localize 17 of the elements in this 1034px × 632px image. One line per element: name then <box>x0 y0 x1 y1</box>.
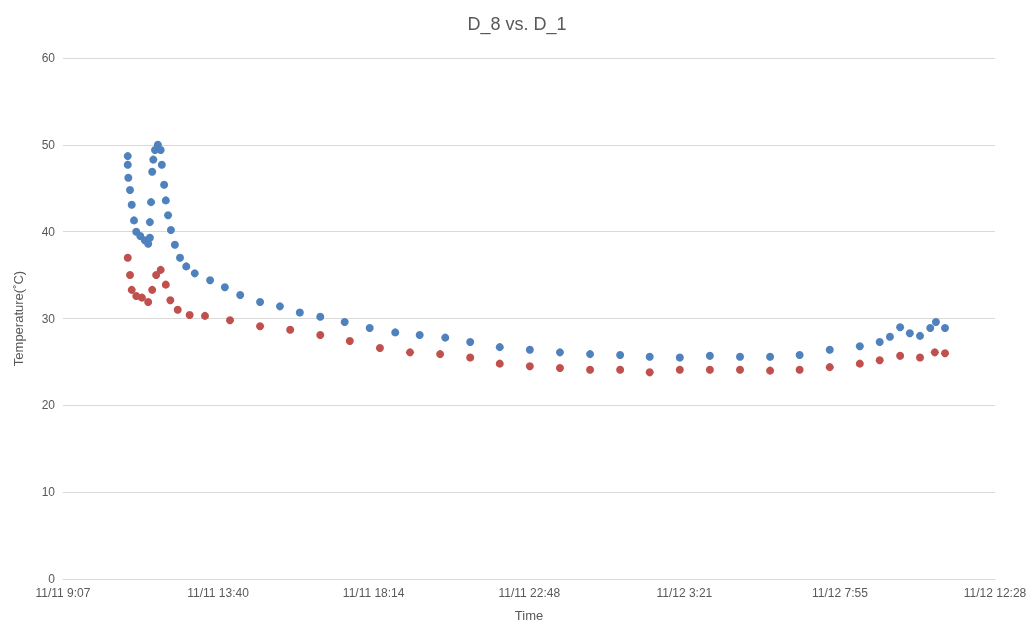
y-tick-label: 40 <box>41 224 56 239</box>
x-tick-label: 11/12 3:21 <box>656 586 713 600</box>
x-tick-label: 11/11 22:48 <box>498 586 561 600</box>
y-tick-label: 30 <box>41 311 56 326</box>
x-tick-label: 11/12 12:28 <box>963 586 1027 600</box>
y-axis-title: Temperature(˚C) <box>11 270 26 367</box>
x-tick-label: 11/11 13:40 <box>187 586 250 600</box>
y-tick-label: 0 <box>48 572 56 586</box>
x-tick-label: 11/11 18:14 <box>342 586 405 600</box>
y-tick-label: 50 <box>41 137 56 152</box>
x-axis-title: Time <box>514 608 544 623</box>
x-tick-label: 11/12 7:55 <box>812 586 869 600</box>
y-tick-label: 60 <box>41 51 56 65</box>
chart-title: D_8 vs. D_1 <box>467 14 567 35</box>
y-tick-label: 20 <box>41 398 56 413</box>
x-tick-label: 11/11 9:07 <box>35 586 91 600</box>
y-tick-label: 10 <box>41 485 56 500</box>
